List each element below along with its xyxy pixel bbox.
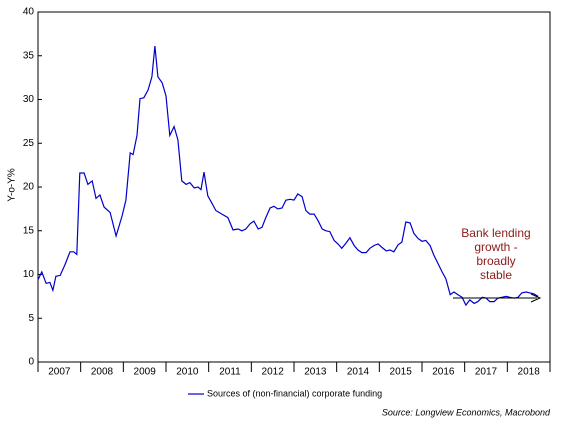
y-tick-label: 30 bbox=[23, 94, 35, 105]
y-tick-label: 10 bbox=[23, 269, 35, 280]
x-tick-label: 2012 bbox=[262, 367, 285, 378]
x-tick-label: 2008 bbox=[91, 367, 114, 378]
y-tick-label: 0 bbox=[28, 357, 34, 368]
x-tick-label: 2007 bbox=[48, 367, 71, 378]
x-tick-label: 2016 bbox=[432, 367, 455, 378]
data-line bbox=[37, 46, 539, 307]
annotation-arrowhead bbox=[530, 293, 542, 303]
x-tick-label: 2009 bbox=[134, 367, 157, 378]
y-tick-label: 40 bbox=[23, 7, 35, 18]
y-tick-label: 5 bbox=[28, 313, 34, 324]
legend-label: Sources of (non-financial) corporate fun… bbox=[207, 388, 382, 398]
y-tick-label: 15 bbox=[23, 225, 35, 236]
plot-frame bbox=[37, 11, 551, 363]
x-tick-label: 2015 bbox=[390, 367, 413, 378]
y-axis-label: Y-o-Y% bbox=[7, 168, 18, 202]
annotation-text: Bank lending bbox=[461, 226, 530, 240]
source-note: Source: Longview Economics, Macrobond bbox=[382, 407, 551, 417]
x-tick-label: 2017 bbox=[475, 367, 498, 378]
x-tick-label: 2011 bbox=[219, 367, 241, 378]
annotation-text: stable bbox=[480, 268, 512, 282]
x-tick-label: 2014 bbox=[347, 367, 370, 378]
annotation-text: broadly bbox=[476, 254, 515, 268]
y-tick-label: 35 bbox=[23, 50, 35, 61]
annotation-text: growth - bbox=[474, 240, 517, 254]
x-tick-label: 2010 bbox=[176, 367, 199, 378]
y-tick-label: 20 bbox=[23, 182, 35, 193]
x-tick-label: 2013 bbox=[304, 367, 327, 378]
y-tick-label: 25 bbox=[23, 138, 35, 149]
x-tick-label: 2018 bbox=[518, 367, 541, 378]
